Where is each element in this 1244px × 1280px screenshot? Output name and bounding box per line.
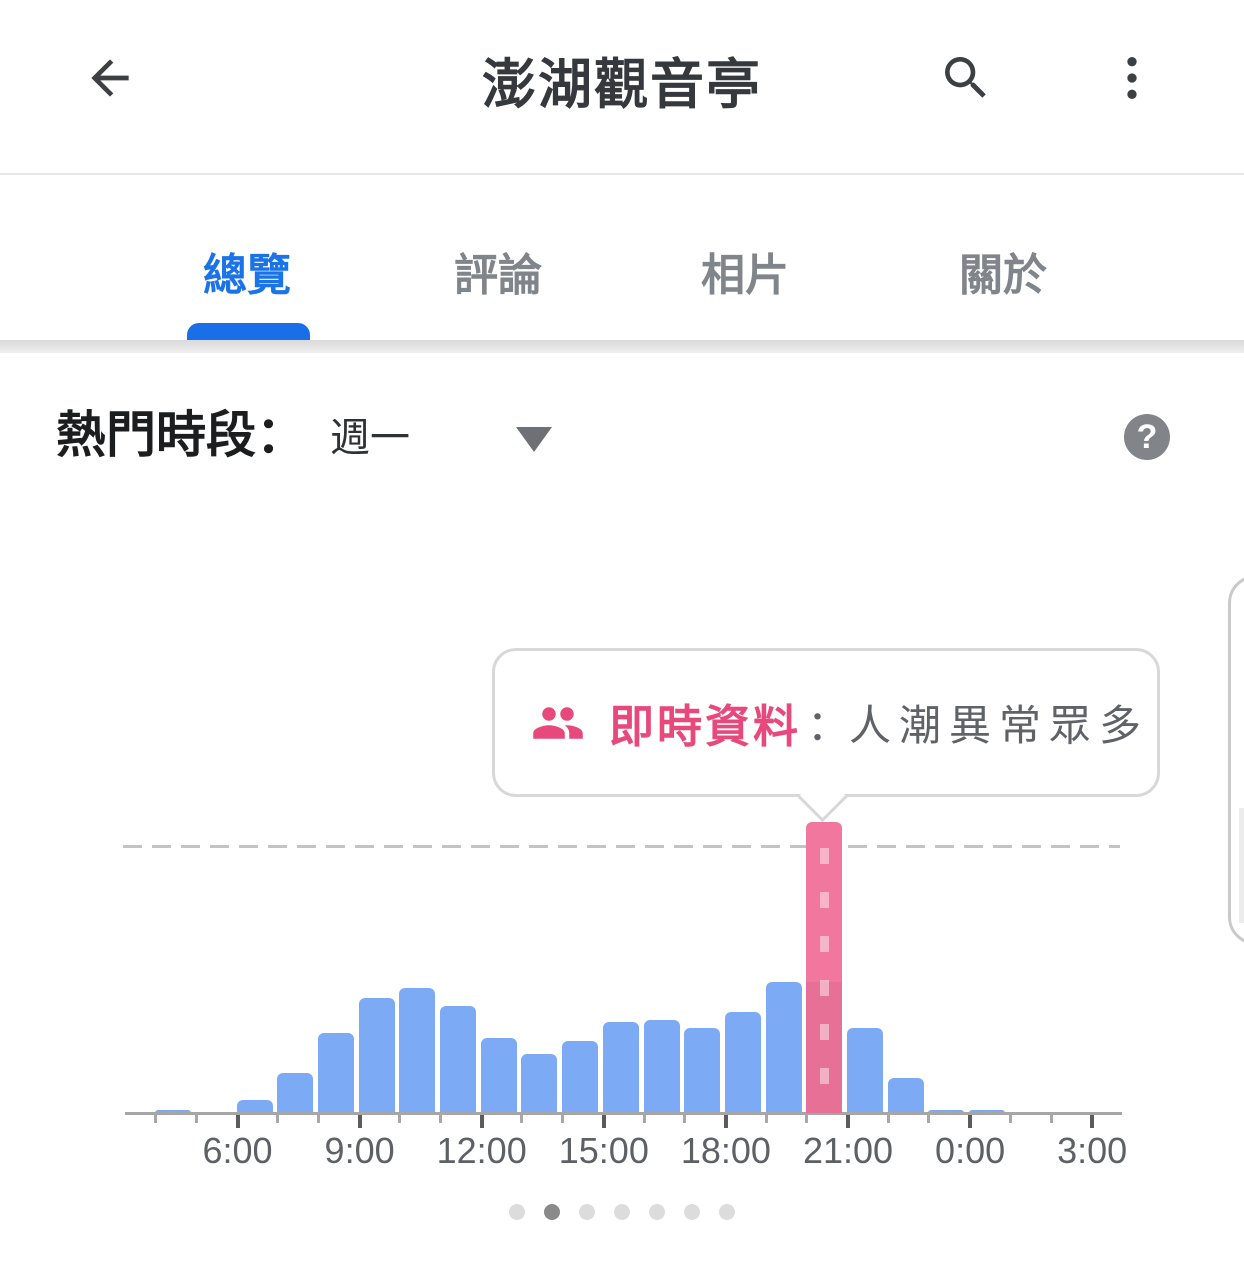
carousel-dot-5[interactable] xyxy=(684,1204,700,1220)
usual-level-shade xyxy=(806,982,843,1113)
bar-12:00[interactable] xyxy=(480,1038,517,1113)
carousel-dot-2[interactable] xyxy=(579,1204,595,1220)
axis-label: 21:00 xyxy=(802,1130,894,1171)
bar-16:00[interactable] xyxy=(643,1020,680,1113)
chevron-down-icon xyxy=(516,427,552,452)
major-tick xyxy=(479,1115,484,1128)
minor-tick xyxy=(927,1115,931,1123)
tab-bar: 總覽 評論 相片 關於 xyxy=(0,177,1244,353)
bar-4:00[interactable] xyxy=(155,1110,192,1113)
app-header: 澎湖觀音亭 xyxy=(0,0,1244,175)
tab-photos[interactable]: 相片 xyxy=(701,251,789,300)
bar-17:00[interactable] xyxy=(684,1028,721,1113)
live-bar-dashes xyxy=(820,848,830,1103)
live-bar-20:00[interactable] xyxy=(806,822,843,1113)
search-button[interactable] xyxy=(938,50,994,106)
bar-11:00[interactable] xyxy=(440,1006,476,1113)
carousel-dot-3[interactable] xyxy=(614,1204,630,1220)
bar-10:00[interactable] xyxy=(399,988,436,1113)
bar-8:00[interactable] xyxy=(317,1033,354,1113)
minor-tick xyxy=(764,1115,768,1123)
tab-about[interactable]: 關於 xyxy=(959,251,1047,300)
minor-tick xyxy=(561,1115,565,1123)
axis-label: 3:00 xyxy=(1057,1130,1128,1171)
axis-label: 15:00 xyxy=(558,1130,649,1171)
live-data-tooltip: 即時資料 ： 人潮異常眾多 xyxy=(492,648,1160,797)
major-tick xyxy=(1090,1115,1095,1128)
minor-tick xyxy=(642,1115,646,1123)
tab-bar-shadow xyxy=(0,340,1244,353)
bar-6:00[interactable] xyxy=(236,1100,273,1113)
minor-tick xyxy=(276,1115,280,1123)
kebab-menu-icon xyxy=(1127,57,1137,99)
help-button[interactable]: ? xyxy=(1124,414,1170,460)
selected-day-label: 週一 xyxy=(330,416,410,460)
minor-tick xyxy=(316,1115,320,1123)
carousel-dot-0[interactable] xyxy=(509,1204,525,1220)
day-dropdown[interactable]: 週一 xyxy=(330,405,552,460)
active-tab-indicator xyxy=(187,323,310,343)
bar-0:00[interactable] xyxy=(969,1110,1006,1113)
tooltip-separator: ： xyxy=(807,702,850,749)
axis-label: 12:00 xyxy=(436,1130,527,1171)
carousel-dot-1[interactable] xyxy=(544,1204,560,1220)
minor-tick xyxy=(683,1115,687,1123)
bar-21:00[interactable] xyxy=(847,1028,883,1113)
tab-reviews[interactable]: 評論 xyxy=(454,251,542,300)
axis-label: 9:00 xyxy=(324,1130,395,1171)
axis-label: 18:00 xyxy=(680,1130,771,1171)
minor-tick xyxy=(398,1115,402,1123)
axis-label: 0:00 xyxy=(935,1130,1006,1171)
bar-22:00[interactable] xyxy=(887,1078,924,1113)
bar-7:00[interactable] xyxy=(277,1073,314,1113)
next-card-edge[interactable] xyxy=(1228,575,1244,945)
major-tick xyxy=(601,1115,606,1128)
major-tick xyxy=(357,1115,362,1128)
major-tick xyxy=(846,1115,850,1128)
axis-label: 6:00 xyxy=(202,1130,273,1171)
carousel-dot-6[interactable] xyxy=(719,1204,735,1220)
major-tick xyxy=(968,1115,973,1128)
people-icon xyxy=(533,706,583,739)
minor-tick xyxy=(439,1115,442,1123)
minor-tick xyxy=(1008,1115,1012,1123)
live-status-text: 人潮異常眾多 xyxy=(849,702,1150,749)
tab-overview[interactable]: 總覽 xyxy=(203,251,291,300)
header-divider xyxy=(0,173,1244,175)
more-options-button[interactable] xyxy=(1104,50,1160,106)
popular-times-heading: 熱門時段： xyxy=(56,407,306,463)
minor-tick xyxy=(154,1115,158,1123)
minor-tick xyxy=(886,1115,890,1123)
reference-dashed-line xyxy=(123,845,1120,848)
carousel-dot-4[interactable] xyxy=(649,1204,665,1220)
bar-23:00[interactable] xyxy=(928,1110,965,1113)
bar-18:00[interactable] xyxy=(724,1012,761,1113)
bar-9:00[interactable] xyxy=(358,998,395,1113)
bar-15:00[interactable] xyxy=(602,1022,639,1113)
minor-tick xyxy=(1049,1115,1053,1123)
back-button[interactable] xyxy=(82,50,138,106)
minor-tick xyxy=(520,1115,524,1123)
arrow-back-icon xyxy=(91,59,129,97)
minor-tick xyxy=(194,1115,198,1123)
question-mark-icon: ? xyxy=(1136,418,1158,456)
bar-14:00[interactable] xyxy=(562,1041,599,1113)
next-card-placeholder xyxy=(1239,808,1244,923)
page-title: 澎湖觀音亭 xyxy=(482,55,762,115)
bar-13:00[interactable] xyxy=(521,1054,558,1113)
carousel-dots xyxy=(0,1204,1244,1220)
search-icon xyxy=(945,57,986,98)
bar-19:00[interactable] xyxy=(765,982,802,1113)
minor-tick xyxy=(805,1115,809,1123)
live-data-label: 即時資料 xyxy=(609,701,802,752)
major-tick xyxy=(723,1115,728,1128)
major-tick xyxy=(235,1115,240,1128)
